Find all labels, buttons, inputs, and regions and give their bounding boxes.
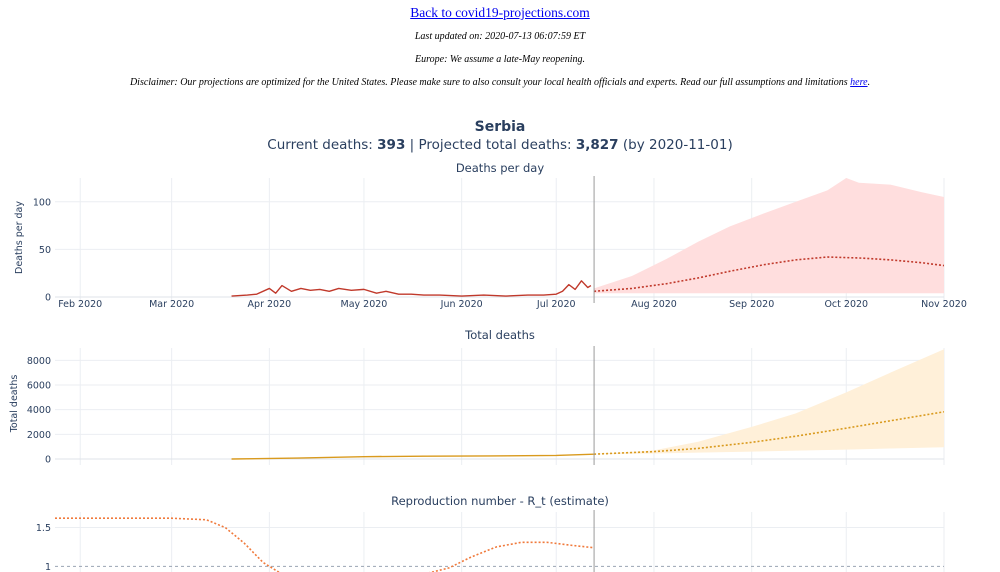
x-tick-label: Aug 2020 <box>631 299 677 310</box>
y-tick-label: 100 <box>33 197 51 208</box>
chart-panel-2: 0 2000 4000 6000 8000 Total deaths Total death… <box>9 328 945 466</box>
y-axis-label: Total deaths <box>9 375 20 434</box>
y-tick-label: 1 <box>45 562 51 572</box>
europe-note: Europe: We assume a late-May reopening. <box>415 54 585 65</box>
series-group <box>231 178 944 297</box>
chart-title-block: Serbia Current deaths: 393 | Projected t… <box>0 118 1000 154</box>
disclaimer-text: Disclaimer: Our projections are optimize… <box>0 77 1000 88</box>
observed-line <box>231 280 592 297</box>
chart-panel-3: 1 1.5 Reproduction number - R_t (estimate) <box>36 494 945 572</box>
projection-line <box>594 256 944 293</box>
projected-deaths-label: Projected total deaths: <box>418 137 576 153</box>
x-tick-label: Jun 2020 <box>440 299 483 310</box>
disclaimer-end: . <box>867 77 871 88</box>
x-tick-label: Oct 2020 <box>824 299 868 310</box>
last-updated-text: Last updated on: 2020-07-13 06:07:59 ET <box>414 31 586 42</box>
current-deaths-label: Current deaths: <box>267 137 378 153</box>
series-group <box>231 349 944 460</box>
x-tick-label: May 2020 <box>341 299 388 310</box>
y-tick-label: 6000 <box>27 381 51 392</box>
disclaimer-body: Disclaimer: Our projections are optimize… <box>129 77 851 88</box>
x-tick-label: Apr 2020 <box>248 299 292 310</box>
summary-separator: | <box>405 137 419 153</box>
y-tick-label: 50 <box>39 245 51 256</box>
y-tick-label: 8000 <box>27 356 51 367</box>
chart-panel-1: 0 50 100 Feb 2020 Mar 2020 Apr 2020 May 2020 Ju… <box>14 161 967 310</box>
estimate-line <box>55 517 595 572</box>
x-tick-label: Sep 2020 <box>729 299 774 310</box>
deaths-summary: Current deaths: 393 | Projected total de… <box>0 136 1000 154</box>
series-group <box>55 517 595 572</box>
y-tick-label: 0 <box>45 293 51 304</box>
confidence-band <box>594 349 944 455</box>
x-tick-label: Nov 2020 <box>921 299 967 310</box>
x-tick-label: Feb 2020 <box>58 299 102 310</box>
country-title: Serbia <box>474 119 526 135</box>
x-tick-label: Jul 2020 <box>536 299 576 310</box>
panel-title: Deaths per day <box>456 161 545 175</box>
y-tick-label: 1.5 <box>36 523 51 534</box>
projected-deaths-value: 3,827 <box>575 137 619 153</box>
y-tick-label: 4000 <box>27 405 51 416</box>
current-deaths-value: 393 <box>377 137 406 153</box>
panel-title: Total deaths <box>464 328 535 342</box>
y-axis-label: Deaths per day <box>14 201 25 274</box>
panel-title: Reproduction number - R_t (estimate) <box>391 494 609 508</box>
projected-deaths-date: (by 2020-11-01) <box>618 137 733 153</box>
y-tick-label: 2000 <box>27 430 51 441</box>
x-tick-label: Mar 2020 <box>149 299 194 310</box>
projection-line <box>594 411 944 455</box>
back-link[interactable]: Back to covid19-projections.com <box>410 5 590 20</box>
y-tick-label: 0 <box>45 455 51 466</box>
disclaimer-here-link[interactable]: here <box>850 77 868 88</box>
confidence-band <box>594 178 944 294</box>
observed-line <box>231 453 595 460</box>
